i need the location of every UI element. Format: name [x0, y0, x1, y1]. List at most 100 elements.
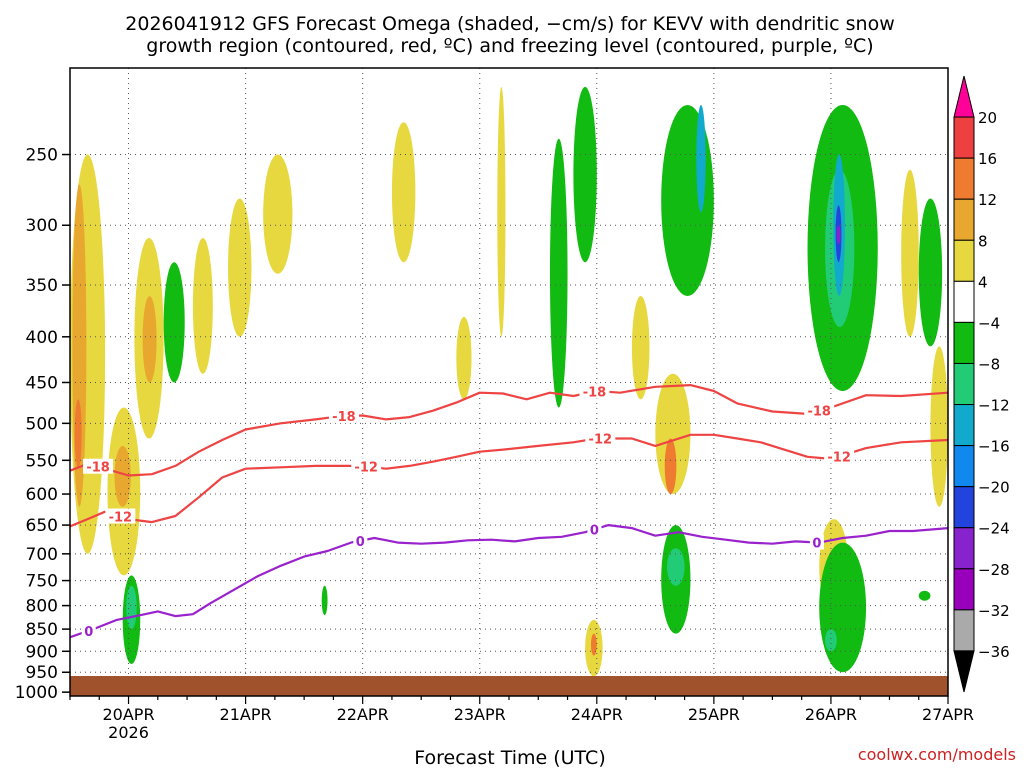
y-tick-label: 550	[26, 451, 58, 471]
colorbar-label: −20	[978, 479, 1010, 497]
colorbar-label: 8	[978, 232, 988, 250]
colorbar-arrow-bottom	[953, 650, 975, 693]
colorbar-segment	[953, 404, 975, 447]
colorbar-segment	[953, 198, 975, 241]
omega-shade-patch	[590, 633, 597, 656]
plot-background	[70, 68, 948, 696]
omega-shade-patch	[391, 122, 416, 263]
contour-label: 0	[812, 536, 821, 551]
chart-title-line2: growth region (contoured, red, ºC) and f…	[146, 35, 873, 57]
contour-label-bg	[585, 430, 616, 446]
x-tick-label: 22APR	[337, 705, 389, 724]
colorbar-segment	[953, 239, 975, 282]
contour-label-bg	[328, 408, 359, 424]
omega-shade-patch	[655, 373, 691, 495]
colorbar-segment	[953, 116, 975, 159]
colorbar-segment	[953, 321, 975, 364]
colorbar-label: −24	[978, 520, 1010, 538]
colorbar-arrow-top	[953, 75, 975, 118]
x-tick-label: 21APR	[220, 705, 272, 724]
omega-shade-patch	[126, 585, 137, 630]
contour-label: -12	[109, 511, 133, 526]
x-tick-label: 26APR	[805, 705, 857, 724]
omega-shade-patch	[667, 548, 685, 586]
contour-label: 0	[84, 625, 93, 640]
contour-line--18	[70, 384, 948, 477]
y-tick-label: 1000	[15, 683, 58, 703]
colorbar-segment	[953, 362, 975, 406]
credit-text: coolwx.com/models	[858, 745, 1016, 764]
omega-shade-patch	[228, 198, 252, 337]
contour-label: -18	[86, 461, 110, 476]
contour-label-bg	[353, 532, 368, 548]
colorbar-label: −16	[978, 438, 1010, 456]
omega-shade-patch	[163, 262, 185, 383]
contour-label-bg	[824, 448, 855, 464]
y-tick-label: 300	[26, 216, 58, 236]
omega-shade-patch	[661, 104, 714, 296]
omega-shade-patch	[142, 295, 157, 383]
omega-shade-patch	[192, 237, 213, 374]
omega-shade-patch	[573, 86, 597, 263]
y-tick-label: 900	[26, 642, 58, 662]
contour-label-bg	[587, 521, 602, 537]
x-tick-label: 24APR	[571, 705, 623, 724]
colorbar-segment	[953, 280, 975, 323]
contour-label-bg	[809, 534, 824, 550]
y-tick-label: 400	[26, 328, 58, 348]
y-tick-label: 800	[26, 597, 58, 617]
omega-shade-patch	[696, 104, 706, 213]
x-tick-label: 20APR	[102, 705, 154, 724]
ground-surface	[70, 676, 948, 696]
omega-shade-patch	[918, 198, 943, 347]
x-tick-label: 27APR	[922, 705, 974, 724]
omega-shade-patch	[263, 154, 293, 274]
contour-label-bg	[351, 458, 382, 474]
contour-label-bg	[804, 402, 835, 418]
contour-label-bg	[81, 622, 96, 638]
omega-shade-patch	[321, 585, 328, 616]
y-tick-label: 350	[26, 276, 58, 296]
contour-label-bg	[105, 508, 136, 524]
contour-label: 0	[356, 535, 365, 550]
omega-shade-patch	[114, 445, 131, 507]
contour-line-0	[70, 523, 948, 639]
omega-shade-patch	[74, 399, 82, 468]
colorbar-label: −36	[978, 643, 1010, 661]
x-tick-label: 23APR	[454, 705, 506, 724]
contour-label: -18	[807, 405, 831, 420]
omega-shade-patch	[825, 629, 837, 652]
colorbar-label: −4	[978, 314, 1000, 332]
contour-label: -12	[589, 433, 613, 448]
colorbar-label: 16	[978, 150, 997, 168]
y-tick-label: 500	[26, 414, 58, 434]
contour-label-bg	[579, 383, 610, 399]
y-tick-label: 700	[26, 545, 58, 565]
contour-label-bg	[83, 458, 114, 474]
x-tick-label: 25APR	[688, 705, 740, 724]
omega-shade-patch	[549, 138, 568, 408]
omega-shade-patch	[497, 86, 506, 337]
y-tick-label: 600	[26, 485, 58, 505]
omega-shade-patch	[664, 438, 677, 495]
y-tick-label: 650	[26, 516, 58, 536]
chart-title-line1: 2026041912 GFS Forecast Omega (shaded, −…	[125, 13, 894, 35]
omega-shade-patch	[930, 346, 948, 507]
omega-shade-patch	[918, 590, 931, 601]
y-tick-label: 450	[26, 373, 58, 393]
omega-shade-patch	[836, 225, 841, 245]
colorbar-segment	[953, 568, 975, 611]
contour-label: 0	[590, 523, 599, 538]
colorbar-label: −32	[978, 602, 1010, 620]
colorbar-segment	[953, 527, 975, 570]
colorbar-label: 20	[978, 109, 997, 127]
omega-shade-patch	[901, 169, 919, 337]
x-tick-sublabel: 2026	[108, 723, 149, 742]
colorbar-label: −12	[978, 397, 1010, 415]
colorbar-label: −8	[978, 355, 1000, 373]
contour-label: -12	[827, 450, 851, 465]
colorbar-segment	[953, 445, 975, 488]
contour-line--12	[70, 433, 948, 528]
colorbar-label: −28	[978, 561, 1010, 579]
